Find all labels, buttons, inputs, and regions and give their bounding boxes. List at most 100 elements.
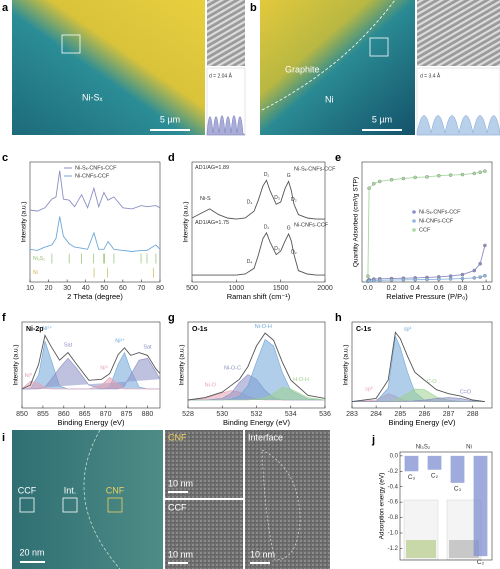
legend-label: Ni-Sₓ-CNFs-CCF bbox=[419, 209, 461, 215]
point bbox=[377, 278, 382, 283]
point bbox=[483, 243, 487, 248]
component-label: Ni⁰ bbox=[100, 364, 108, 371]
point bbox=[448, 277, 453, 281]
fit-component bbox=[188, 386, 326, 401]
legend-label: Ni-CNFs-CCF bbox=[75, 173, 110, 179]
scale-label: 5 µm bbox=[160, 114, 180, 124]
bar bbox=[427, 455, 442, 470]
y-tick-label: -0.4 bbox=[388, 484, 399, 490]
x-tick-label: 1000 bbox=[229, 285, 245, 292]
x-axis-label: Raman shift (cm⁻¹) bbox=[227, 292, 291, 301]
x-axis-label: Binding Energy (eV) bbox=[57, 418, 125, 427]
point bbox=[478, 170, 482, 175]
panel-i: i CCF Int. CNF 20 nm CNF CCF Interface 1… bbox=[2, 429, 330, 569]
plot-frame bbox=[399, 451, 493, 561]
band-label: D₃ bbox=[274, 195, 280, 201]
tem-image bbox=[12, 0, 205, 135]
band-label: G bbox=[287, 226, 291, 232]
hrtem-inset bbox=[165, 500, 243, 569]
area-ratio: AD1/AG=1.75 bbox=[195, 220, 229, 226]
component-label: Ni-O-C bbox=[224, 366, 241, 372]
point bbox=[366, 274, 370, 279]
band-label: D₁ bbox=[264, 224, 270, 230]
x-tick-label: 860 bbox=[58, 411, 70, 418]
point bbox=[425, 277, 429, 282]
x-tick-label: 1.0 bbox=[481, 285, 491, 292]
x-tick-label: 288 bbox=[467, 411, 479, 418]
profile-inset bbox=[416, 67, 500, 136]
x-axis-label: Binding Energy (eV) bbox=[388, 418, 456, 427]
fit-component bbox=[352, 397, 485, 402]
bar bbox=[473, 455, 488, 557]
y-tick-label: -1.0 bbox=[388, 531, 399, 537]
x-tick-label: 30 bbox=[63, 285, 71, 292]
panel-a: a Ni-Sₓ 5 µm d = 2.04 Å bbox=[2, 0, 246, 136]
component-label: Ni²⁺ bbox=[115, 338, 125, 345]
component-label: Ni⁰ bbox=[25, 372, 33, 379]
x-tick-label: 0.2 bbox=[387, 285, 397, 292]
x-tick-label: 0.4 bbox=[410, 285, 420, 292]
reference-label: Ni bbox=[33, 270, 38, 276]
x-tick-label: 20 bbox=[45, 285, 53, 292]
region-label: Int. bbox=[64, 485, 77, 495]
panel-label: j bbox=[371, 434, 375, 446]
x-tick-label: 850 bbox=[16, 411, 28, 418]
x-tick-label: 534 bbox=[285, 411, 297, 418]
component-label: Ni-O-H bbox=[255, 324, 272, 330]
x-tick-label: 0.6 bbox=[434, 285, 444, 292]
inset-title: CCF bbox=[168, 502, 187, 512]
x-tick-label: 284 bbox=[370, 411, 382, 418]
component-label: C-O bbox=[427, 379, 438, 385]
bar bbox=[450, 455, 465, 483]
x-tick-label: 870 bbox=[100, 411, 112, 418]
series-line bbox=[192, 231, 325, 276]
panel-label: h bbox=[335, 312, 342, 324]
x-tick-label: 287 bbox=[443, 411, 455, 418]
point bbox=[413, 175, 417, 180]
region-box bbox=[62, 497, 78, 513]
point bbox=[389, 278, 394, 282]
band-label: D₄ bbox=[247, 259, 253, 265]
inset-title: Interface bbox=[248, 432, 283, 442]
point bbox=[367, 279, 371, 283]
band-label: D₁ bbox=[264, 172, 270, 178]
series-line bbox=[367, 245, 486, 282]
layer-label: Graphite bbox=[285, 64, 320, 74]
plot-frame bbox=[191, 161, 326, 283]
x-tick-label: 865 bbox=[79, 411, 91, 418]
component-label: H-O-H bbox=[293, 377, 309, 383]
fit-component bbox=[188, 339, 326, 401]
envelope bbox=[187, 332, 326, 401]
series-line bbox=[191, 179, 325, 220]
y-tick-label: -0.2 bbox=[388, 469, 399, 475]
x-tick-label: 855 bbox=[37, 411, 49, 418]
panel-title: C-1s bbox=[356, 326, 371, 333]
x-tick-label: 2000 bbox=[317, 285, 333, 292]
y-axis-label: Intensity (a.u.) bbox=[13, 344, 20, 385]
legend-swatch bbox=[412, 219, 416, 223]
panel-title: Ni-2p bbox=[26, 326, 44, 333]
crystal-models bbox=[403, 499, 482, 561]
zoom-box bbox=[61, 34, 81, 54]
x-tick-label: 60 bbox=[119, 285, 127, 292]
x-tick-label: 530 bbox=[216, 411, 228, 418]
point bbox=[460, 272, 465, 277]
component-label: sp³ bbox=[404, 327, 412, 333]
band-label: D₄ bbox=[247, 199, 253, 205]
band-label: D₂ bbox=[291, 197, 297, 203]
category-label: C₃ bbox=[408, 474, 416, 481]
point bbox=[460, 172, 465, 177]
y-tick-label: -0.8 bbox=[388, 515, 399, 521]
envelope bbox=[21, 334, 161, 390]
component-label: Ni²⁺ bbox=[42, 325, 52, 332]
atom-layer bbox=[406, 540, 436, 558]
point bbox=[372, 278, 376, 283]
x-tick-label: 40 bbox=[82, 285, 90, 292]
y-tick-label: -0.6 bbox=[388, 500, 399, 506]
scale-label: 20 nm bbox=[19, 547, 44, 557]
panel-label: g bbox=[168, 312, 175, 324]
band-label: G bbox=[287, 173, 291, 179]
category-label: C₂ bbox=[431, 472, 439, 479]
